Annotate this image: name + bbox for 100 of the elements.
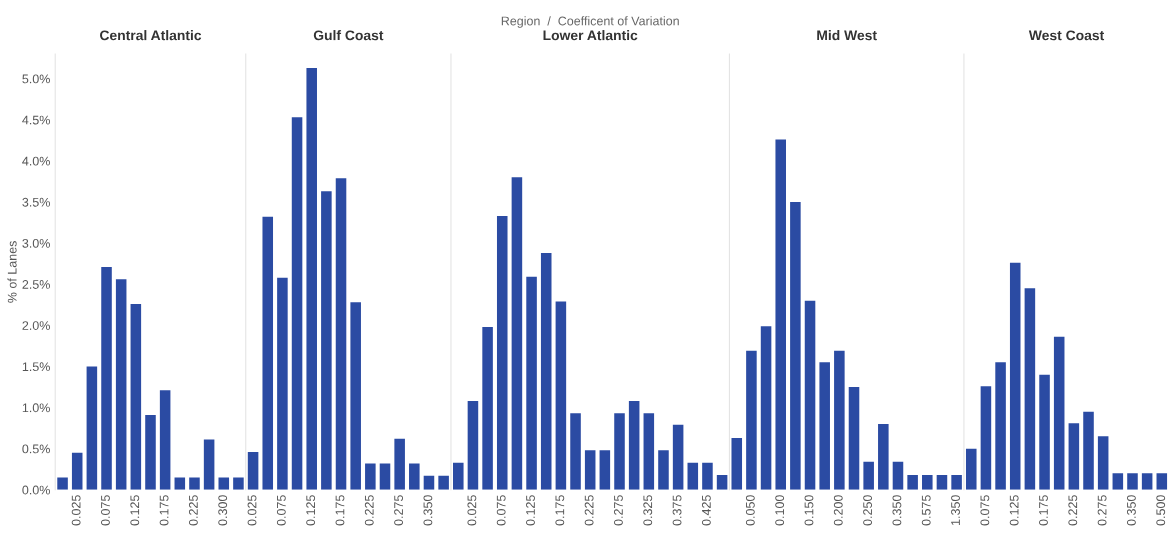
x-tick-label: 0.375	[672, 495, 682, 526]
bar	[247, 451, 259, 490]
bar	[467, 400, 479, 490]
x-tick-label: 0.125	[130, 495, 140, 526]
x-tick-label: 0.175	[1039, 495, 1048, 526]
bar	[453, 462, 464, 490]
x-tick-label: 0.050	[745, 495, 755, 526]
bar	[1039, 374, 1050, 490]
x-tick-label: 0.175	[159, 495, 169, 526]
bar	[1009, 262, 1021, 490]
bar	[86, 366, 98, 490]
bar	[526, 276, 537, 490]
bar	[922, 474, 933, 490]
bar	[951, 474, 962, 490]
bar	[584, 450, 596, 490]
x-tick-label: 0.575	[921, 495, 931, 526]
bar	[555, 301, 567, 490]
bar	[775, 139, 786, 490]
chart-title: Mid West	[817, 30, 877, 41]
bar	[819, 362, 830, 490]
bar	[350, 302, 361, 490]
x-tick-label: 0.300	[218, 495, 228, 526]
bar	[716, 474, 728, 490]
bar	[863, 461, 874, 490]
bar	[189, 477, 200, 490]
x-tick-label: 0.350	[423, 495, 433, 526]
bar	[159, 390, 171, 490]
bar	[878, 424, 889, 490]
bar	[130, 303, 142, 490]
bar	[1097, 436, 1109, 490]
bar	[790, 202, 801, 490]
x-tick-label: 0.225	[1068, 495, 1078, 526]
chart-title: Central Atlantic	[100, 30, 202, 41]
y-tick-label: 2.5%	[22, 280, 50, 289]
bar	[218, 477, 230, 490]
x-tick-label: 0.325	[643, 495, 653, 526]
x-tick-label: 0.075	[496, 495, 506, 526]
bar	[834, 350, 845, 490]
bar	[672, 424, 684, 490]
bar	[174, 477, 186, 490]
bar	[277, 277, 288, 490]
bar	[262, 216, 274, 490]
bar	[746, 350, 757, 490]
y-tick-label: 4.0%	[22, 156, 50, 166]
bar	[643, 413, 655, 490]
bar	[965, 448, 977, 490]
x-tick-label: 0.075	[276, 495, 286, 526]
bar	[233, 477, 244, 490]
x-tick-label: 0.275	[614, 495, 623, 526]
y-tick-label: 1.5%	[22, 362, 50, 372]
text: Region / Coefficent of Variation	[501, 16, 679, 28]
x-tick-label: 0.275	[1097, 495, 1107, 526]
chart-title: Lower Atlantic	[543, 30, 638, 41]
y-axis-title: % of Lanes	[7, 241, 17, 303]
bar	[409, 463, 420, 490]
x-tick-label: 0.225	[188, 495, 198, 526]
bar	[379, 463, 391, 490]
bar	[702, 462, 713, 490]
y-tick-label: 5.0%	[22, 74, 50, 84]
x-tick-label: 0.275	[394, 495, 404, 526]
bar	[848, 387, 860, 490]
x-tick-label: 0.175	[555, 495, 565, 526]
bar	[145, 414, 156, 490]
x-tick-label: 0.225	[364, 495, 374, 526]
bar	[306, 67, 317, 490]
bar	[936, 474, 948, 490]
x-tick-label: 0.025	[71, 495, 81, 526]
bar	[365, 463, 376, 490]
bar	[1156, 473, 1168, 490]
x-tick-label: 0.075	[101, 495, 110, 526]
bar	[291, 117, 303, 490]
bar	[57, 477, 68, 490]
y-tick-label: 2.0%	[22, 321, 50, 330]
x-tick-label: 0.025	[247, 495, 257, 526]
chart-title: Gulf Coast	[313, 30, 384, 41]
bar	[394, 438, 405, 490]
bar	[892, 461, 904, 490]
y-tick-label: 4.5%	[22, 115, 50, 125]
bar	[1127, 473, 1138, 490]
y-tick-label: 0.5%	[22, 444, 50, 454]
bar	[907, 474, 918, 490]
bar	[101, 266, 112, 490]
bar	[1083, 411, 1094, 490]
x-tick-label: 0.125	[1009, 495, 1019, 526]
x-tick-label: 0.225	[584, 495, 594, 526]
bar	[540, 252, 552, 490]
x-tick-label: 0.350	[1126, 495, 1136, 526]
x-tick-label: 0.150	[804, 495, 814, 526]
y-tick-label: 1.0%	[22, 403, 50, 413]
bar	[335, 178, 347, 490]
bar	[321, 191, 332, 490]
bar	[570, 413, 581, 490]
bar	[1024, 288, 1036, 490]
bar	[71, 452, 83, 490]
bar	[980, 386, 992, 490]
x-tick-label: 0.350	[892, 495, 902, 526]
bar	[1053, 336, 1065, 490]
bar	[496, 215, 508, 490]
bar	[731, 437, 743, 490]
bar	[687, 462, 699, 490]
